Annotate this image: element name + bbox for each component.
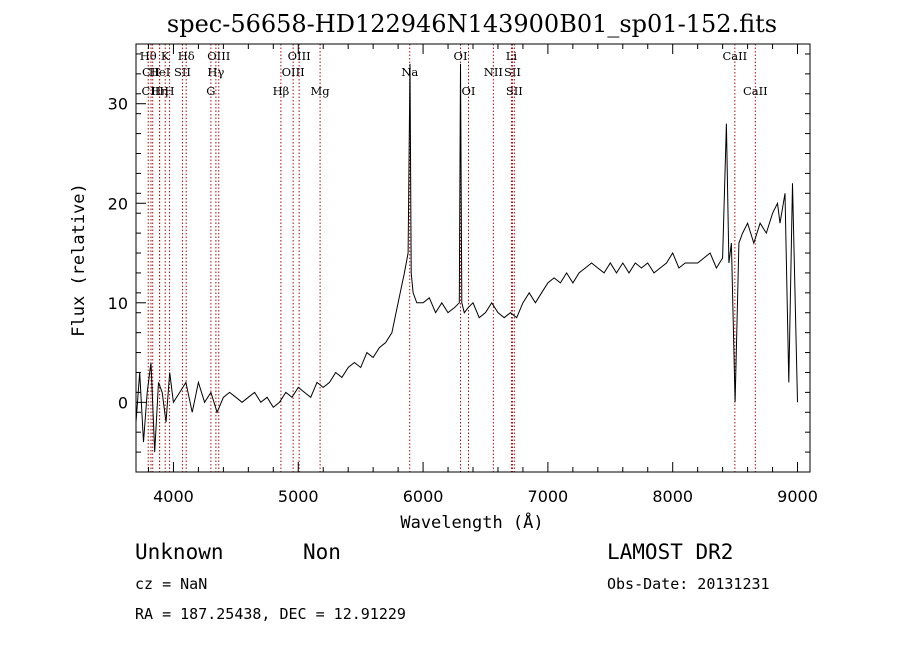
line-label-20: Li xyxy=(506,49,518,63)
line-label-21: SII xyxy=(504,65,521,79)
spectrum-layer xyxy=(135,63,798,453)
x-tick-label: 6000 xyxy=(403,487,444,506)
line-label-5: K xyxy=(161,49,170,63)
x-tick-label: 4000 xyxy=(153,487,194,506)
line-label-15: Mg xyxy=(311,84,331,98)
info-panel: Unknown Non LAMOST DR2 cz = NaN Obs-Date… xyxy=(135,540,770,623)
line-label-11: OIII xyxy=(207,49,230,63)
x-tick-label: 5000 xyxy=(278,487,319,506)
line-label-4: HeI xyxy=(149,65,170,79)
x-tick-label: 7000 xyxy=(528,487,569,506)
line-label-17: OI xyxy=(454,49,468,63)
coordinates: RA = 187.25438, DEC = 12.91229 xyxy=(135,605,406,623)
line-label-8: Hδ xyxy=(178,49,195,63)
y-axis: 0 10 20 30 xyxy=(108,53,810,453)
line-label-6: H xyxy=(165,84,175,98)
y-axis-label: Flux (relative) xyxy=(69,183,89,337)
line-label-14: OIII xyxy=(288,49,311,63)
line-label-12: Hβ xyxy=(273,84,290,98)
spectral-line-markers: HθCIICIIIHηHeIKHSIIHδGHγOIIIHβOIIIOIIIMg… xyxy=(140,44,768,472)
line-label-9: G xyxy=(206,84,215,98)
chart-title: spec-56658-HD122946N143900B01_sp01-152.f… xyxy=(167,10,777,38)
plot-frame xyxy=(135,43,811,473)
x-tick-label: 9000 xyxy=(777,487,818,506)
x-tick-label: 8000 xyxy=(652,487,693,506)
x-axis-label: Wavelength (Å) xyxy=(400,511,543,533)
line-label-10: Hγ xyxy=(207,65,224,79)
line-label-1: CII xyxy=(142,65,160,79)
line-label-19: NII xyxy=(484,65,503,79)
object-subclass: Non xyxy=(303,540,341,564)
y-tick-label: 30 xyxy=(108,95,128,114)
line-label-24: CaII xyxy=(743,84,768,98)
observation-date: Obs-Date: 20131231 xyxy=(607,575,770,593)
line-label-13: OIII xyxy=(282,65,305,79)
y-tick-label: 0 xyxy=(118,393,128,412)
line-label-18: OI xyxy=(462,84,476,98)
object-class: Unknown xyxy=(135,540,224,564)
line-label-0: Hθ xyxy=(140,49,157,63)
redshift-value: cz = NaN xyxy=(135,575,207,593)
spectrum-line xyxy=(135,63,798,453)
line-label-7: SII xyxy=(174,65,191,79)
line-label-22: SII xyxy=(506,84,523,98)
line-label-23: CaII xyxy=(722,49,747,63)
y-tick-label: 20 xyxy=(108,194,128,213)
x-axis: 4000 5000 6000 7000 8000 9000 xyxy=(147,44,818,506)
y-tick-label: 10 xyxy=(108,294,128,313)
survey-name: LAMOST DR2 xyxy=(607,540,733,564)
line-label-2: CIII xyxy=(142,84,164,98)
